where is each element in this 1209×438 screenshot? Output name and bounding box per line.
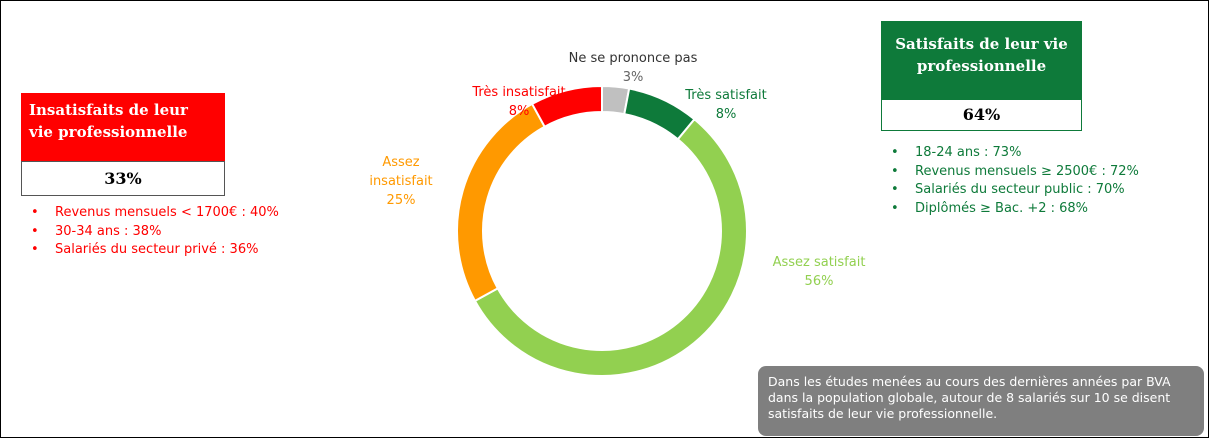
donut-segment: [473, 117, 748, 377]
category-label: Assez satisfait: [772, 255, 866, 270]
segment-label: Ne se prononce pas 3%: [563, 49, 703, 87]
list-item: Diplômés ≥ Bac. +2 : 68%: [887, 200, 1139, 219]
left-panel-value: 33%: [21, 161, 225, 196]
value-label: 8%: [715, 107, 737, 122]
note: Dans les études menées au cours des dern…: [758, 366, 1204, 436]
value-label: 56%: [804, 274, 834, 289]
list-item: 30-34 ans : 38%: [27, 223, 279, 242]
value-label: 3%: [622, 70, 644, 85]
right-panel-title: Satisfaits de leur vie professionnelle: [881, 21, 1082, 99]
right-panel-value: 64%: [881, 99, 1082, 131]
left-panel-list: Revenus mensuels < 1700€ : 40%30-34 ans …: [27, 204, 279, 260]
value-label: 8%: [508, 104, 530, 119]
category-label: Très insatisfait: [472, 85, 566, 100]
donut-segment: [456, 102, 547, 303]
segment-label: Assez satisfait 56%: [749, 253, 889, 291]
right-panel-list: 18-24 ans : 73%Revenus mensuels ≥ 2500€ …: [887, 144, 1139, 218]
category-label: Assez insatisfait: [369, 155, 433, 189]
list-item: Salariés du secteur public : 70%: [887, 181, 1139, 200]
donut-segment: [530, 84, 603, 129]
value-label: 25%: [386, 193, 416, 208]
category-label: Ne se prononce pas: [568, 51, 698, 66]
category-label: Très satisfait: [685, 88, 767, 103]
list-item: Revenus mensuels < 1700€ : 40%: [27, 204, 279, 223]
left-panel-title: Insatisfaits de leur vie professionnelle: [21, 93, 225, 161]
segment-label: Très insatisfait 8%: [449, 83, 589, 121]
list-item: Salariés du secteur privé : 36%: [27, 241, 279, 260]
segment-label: Très satisfait 8%: [671, 86, 781, 124]
list-item: Revenus mensuels ≥ 2500€ : 72%: [887, 163, 1139, 182]
segment-label: Assez insatisfait 25%: [351, 153, 451, 210]
list-item: 18-24 ans : 73%: [887, 144, 1139, 163]
